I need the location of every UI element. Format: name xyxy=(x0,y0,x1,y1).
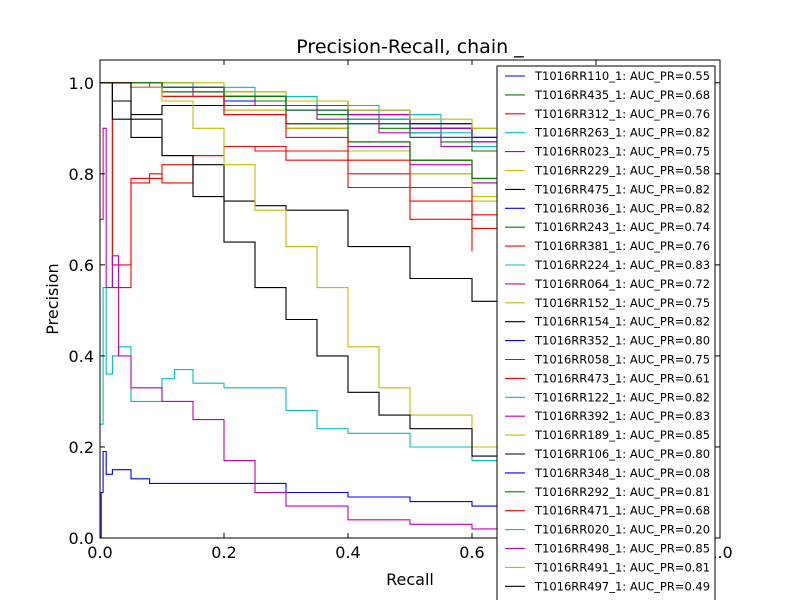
legend-entry: T1016RR023_1: AUC_PR=0.75 xyxy=(534,145,710,159)
legend-entry: T1016RR352_1: AUC_PR=0.80 xyxy=(534,334,710,348)
y-tick-label: 0.8 xyxy=(69,165,94,184)
x-tick-label: 0.0 xyxy=(87,543,112,562)
series-line-26 xyxy=(100,82,535,461)
y-tick-label: 0.0 xyxy=(69,529,94,548)
legend-entry: T1016RR243_1: AUC_PR=0.74 xyxy=(534,220,710,234)
series-line-21 xyxy=(100,450,535,538)
series-line-25 xyxy=(100,127,534,530)
legend-entry: T1016RR122_1: AUC_PR=0.82 xyxy=(534,390,710,404)
legend-entry: T1016RR498_1: AUC_PR=0.85 xyxy=(534,542,710,556)
legend-entry: T1016RR106_1: AUC_PR=0.80 xyxy=(534,447,710,461)
legend-entry: T1016RR491_1: AUC_PR=0.81 xyxy=(534,560,710,574)
legend-entry: T1016RR020_1: AUC_PR=0.20 xyxy=(534,523,710,537)
legend-entry: T1016RR348_1: AUC_PR=0.08 xyxy=(534,466,710,480)
legend-entry: T1016RR036_1: AUC_PR=0.82 xyxy=(534,201,710,215)
legend-entry: T1016RR473_1: AUC_PR=0.61 xyxy=(534,371,710,385)
legend: T1016RR110_1: AUC_PR=0.55 T1016RR435_1: A… xyxy=(496,65,716,600)
series-line-17 xyxy=(100,82,535,161)
legend-entry: T1016RR064_1: AUC_PR=0.72 xyxy=(534,277,710,291)
legend-entry: T1016RR229_1: AUC_PR=0.58 xyxy=(534,164,710,178)
x-tick-label: 0.4 xyxy=(335,543,360,562)
series-line-24 xyxy=(100,287,535,475)
legend-entry: T1016RR189_1: AUC_PR=0.85 xyxy=(534,428,710,442)
y-tick-label: 0.4 xyxy=(69,347,94,366)
legend-entry: T1016RR475_1: AUC_PR=0.82 xyxy=(534,182,710,196)
legend-entry: T1016RR154_1: AUC_PR=0.82 xyxy=(534,315,710,329)
legend-entry: T1016RR435_1: AUC_PR=0.68 xyxy=(534,88,710,102)
y-tick-label: 0.6 xyxy=(69,256,94,275)
series-layer xyxy=(100,82,597,538)
legend-entry: T1016RR497_1: AUC_PR=0.49 xyxy=(534,579,710,593)
y-axis-label: Precision xyxy=(43,263,62,334)
series-line-1 xyxy=(100,82,566,170)
series-line-27 xyxy=(100,82,535,484)
legend-entry: T1016RR152_1: AUC_PR=0.75 xyxy=(534,296,710,310)
legend-entry: T1016RR110_1: AUC_PR=0.55 xyxy=(534,69,710,83)
legend-entry: T1016RR263_1: AUC_PR=0.82 xyxy=(534,126,710,140)
legend-entry: T1016RR312_1: AUC_PR=0.76 xyxy=(534,107,710,121)
legend-entry: T1016RR292_1: AUC_PR=0.81 xyxy=(534,485,710,499)
y-tick-label: 0.2 xyxy=(69,438,94,457)
y-tick-label: 1.0 xyxy=(69,74,94,93)
chart-title: Precision-Recall, chain _ xyxy=(296,36,524,58)
legend-entry: T1016RR392_1: AUC_PR=0.83 xyxy=(534,409,710,423)
x-tick-label: 0.2 xyxy=(211,543,236,562)
legend-box xyxy=(496,65,716,600)
plot-frame xyxy=(99,59,721,539)
series-line-22 xyxy=(100,82,535,165)
legend-entry: T1016RR224_1: AUC_PR=0.83 xyxy=(534,258,710,272)
x-axis-label: Recall xyxy=(386,570,434,589)
legend-entry: T1016RR471_1: AUC_PR=0.68 xyxy=(534,504,710,518)
legend-entry: T1016RR381_1: AUC_PR=0.76 xyxy=(534,239,710,253)
legend-entry: T1016RR058_1: AUC_PR=0.75 xyxy=(534,353,710,367)
series-line-19 xyxy=(100,82,535,138)
x-tick-label: 0.6 xyxy=(459,543,484,562)
